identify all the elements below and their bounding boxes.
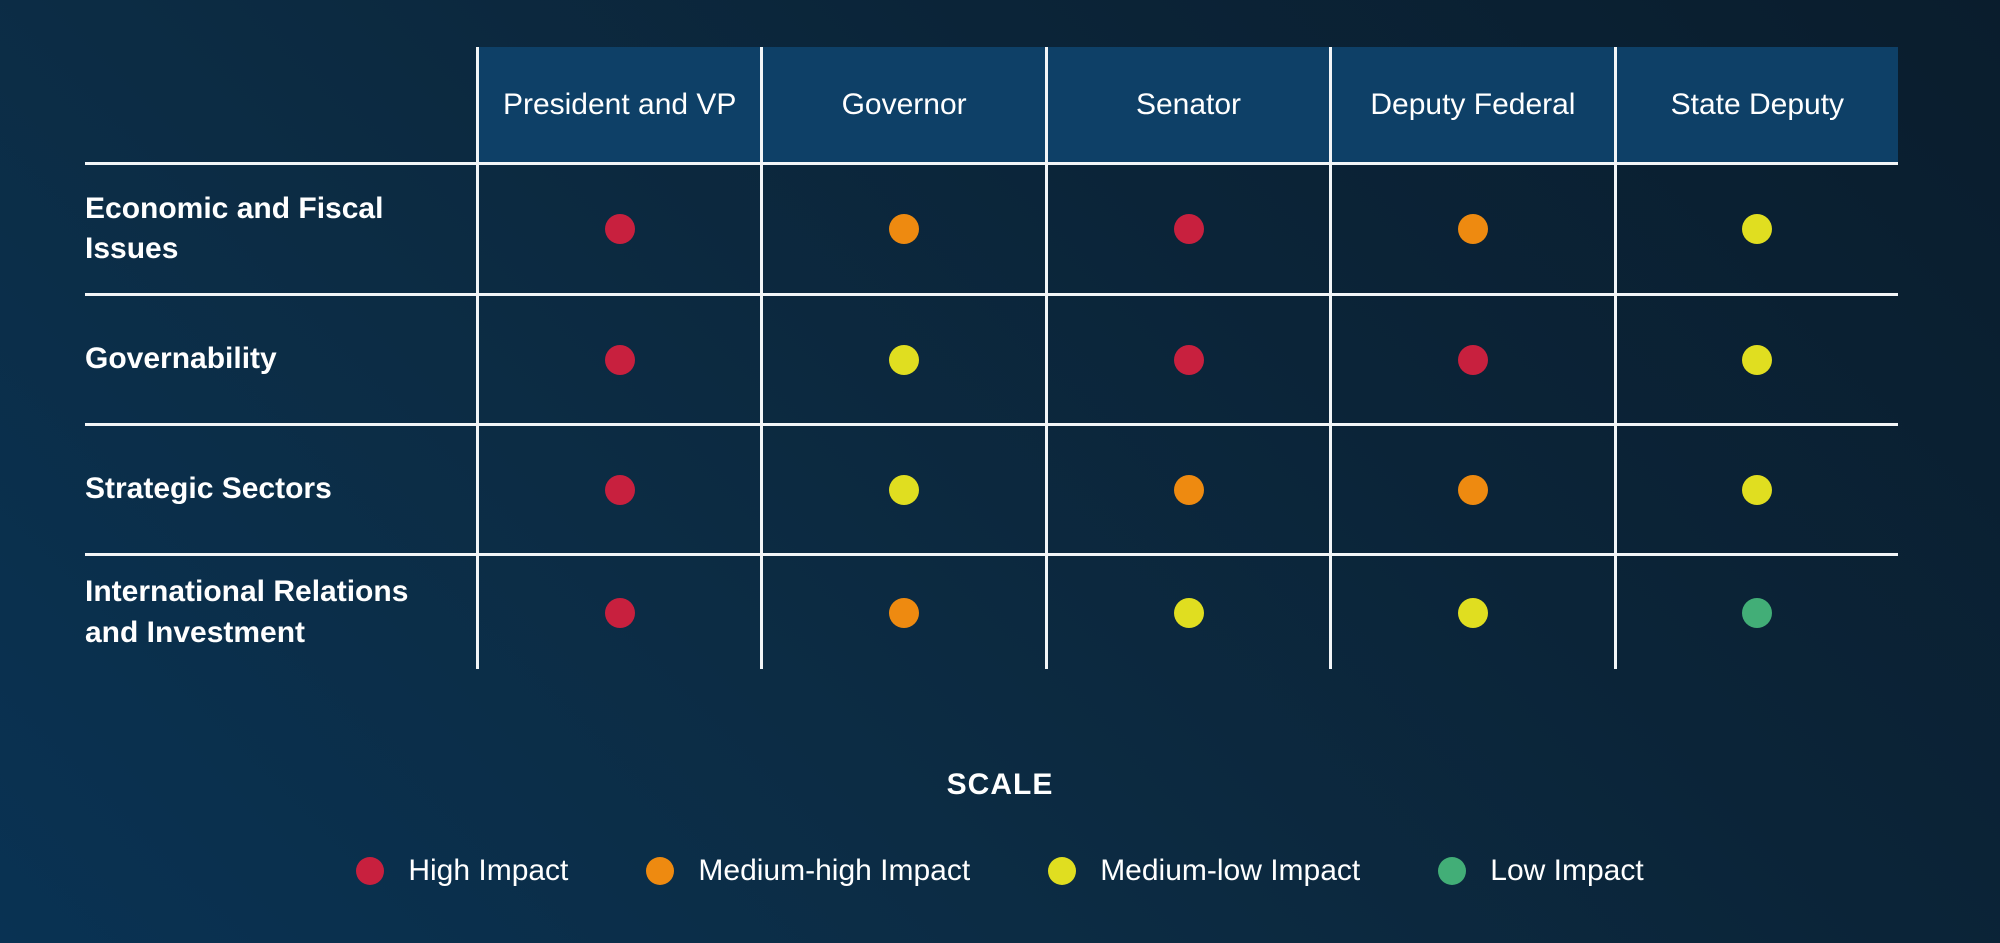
header-spacer: [85, 47, 476, 162]
impact-dot: [604, 214, 635, 244]
matrix-cell: [760, 296, 1044, 423]
matrix-cell: [1329, 165, 1613, 293]
impact-dot: [1742, 597, 1773, 628]
matrix-cell: [1613, 165, 1898, 293]
matrix-cell: [476, 426, 760, 553]
row-label: Economic and Fiscal Issues: [85, 191, 384, 266]
impact-dot: [604, 344, 635, 375]
matrix-cell: [1044, 296, 1329, 423]
row-label: International Relations and Investment: [85, 575, 409, 649]
legend-item-low: Low Impact: [1438, 854, 1644, 888]
matrix-cell: [476, 556, 760, 669]
table-header-row: President and VP Governor Senator Deputy…: [85, 47, 1899, 162]
impact-dot: [604, 597, 635, 628]
column-header-senator: Senator: [1044, 47, 1330, 162]
matrix-cell: [760, 426, 1044, 553]
impact-dot: [1742, 474, 1773, 505]
column-header-governor: Governor: [760, 47, 1045, 162]
impact-dot: [1742, 214, 1773, 244]
matrix-cell: [1329, 556, 1613, 669]
table-row: Governability: [85, 293, 1898, 423]
matrix-cell: [1613, 426, 1898, 553]
impact-dot: [604, 474, 635, 505]
impact-dot: [889, 597, 920, 628]
row-label: Governability: [85, 342, 277, 376]
matrix-cell: [760, 165, 1044, 293]
medium-high-impact-dot-icon: [646, 857, 675, 885]
impact-dot: [1742, 344, 1773, 375]
impact-dot: [1457, 344, 1488, 375]
matrix-cell: [1329, 296, 1613, 423]
impact-dot: [1173, 474, 1204, 505]
column-header-president-vp: President and VP: [476, 47, 761, 162]
matrix-cell: [476, 296, 760, 423]
low-impact-dot-icon: [1438, 857, 1467, 885]
legend-item-high: High Impact: [356, 854, 568, 888]
column-header-deputy-federal: Deputy Federal: [1329, 47, 1614, 162]
impact-dot: [1173, 597, 1204, 628]
impact-dot: [1457, 214, 1488, 244]
row-label: Strategic Sectors: [85, 472, 332, 506]
column-header-state-deputy: State Deputy: [1613, 47, 1899, 162]
matrix-cell: [1044, 426, 1329, 553]
legend-item-label: Medium-low Impact: [1100, 854, 1361, 887]
column-header-label: State Deputy: [1670, 87, 1845, 121]
impact-dot: [1457, 474, 1488, 505]
legend-item-label: High Impact: [408, 854, 569, 887]
legend: SCALE High Impact Medium-high Impact Med…: [0, 768, 2000, 888]
impact-dot: [1173, 214, 1204, 244]
column-header-label: Deputy Federal: [1370, 87, 1576, 121]
table-row: Economic and Fiscal Issues: [85, 162, 1898, 293]
legend-items: High Impact Medium-high Impact Medium-lo…: [356, 854, 1644, 888]
medium-low-impact-dot-icon: [1048, 857, 1077, 885]
legend-item-label: Low Impact: [1490, 854, 1644, 887]
column-header-label: President and VP: [502, 87, 737, 121]
legend-item-label: Medium-high Impact: [698, 854, 971, 887]
impact-dot: [1173, 344, 1204, 375]
high-impact-dot-icon: [356, 857, 385, 885]
impact-dot: [1457, 597, 1488, 628]
table-row: Strategic Sectors: [85, 423, 1898, 553]
matrix-cell: [1613, 296, 1898, 423]
matrix-cell: [1044, 556, 1329, 669]
column-header-label: Senator: [1135, 87, 1242, 121]
matrix-cell: [1044, 165, 1329, 293]
impact-dot: [889, 344, 920, 375]
impact-dot: [889, 474, 920, 505]
legend-item-medium-low: Medium-low Impact: [1048, 854, 1360, 888]
matrix-cell: [1329, 426, 1613, 553]
impact-dot: [889, 214, 920, 244]
matrix-cell: [1613, 556, 1898, 669]
column-header-label: Governor: [841, 87, 967, 121]
matrix-cell: [760, 556, 1044, 669]
table-row: International Relations and Investment: [85, 553, 1898, 669]
legend-title: SCALE: [946, 768, 1054, 801]
matrix-cell: [476, 165, 760, 293]
legend-item-medium-high: Medium-high Impact: [646, 854, 970, 888]
impact-matrix-table: President and VP Governor Senator Deputy…: [85, 47, 1899, 669]
